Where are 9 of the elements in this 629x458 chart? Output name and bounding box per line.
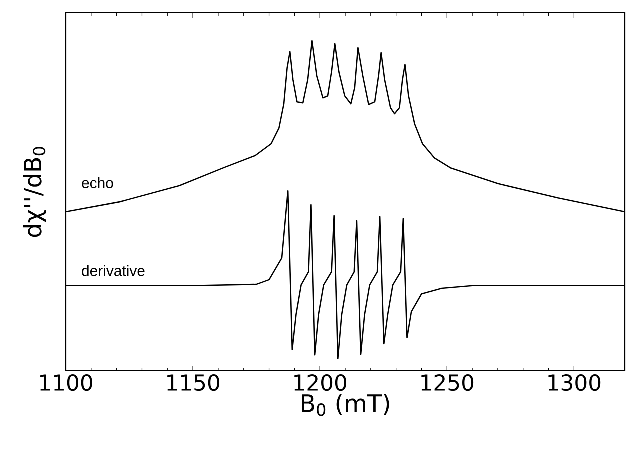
series-label: echo [82, 177, 114, 188]
x-axis-title: B$_{0}$ (mT) [302, 394, 390, 416]
x-tick-label: 1150 [168, 374, 220, 392]
x-tick-label: 1100 [40, 374, 92, 392]
y-axis-title: dχ''/dB$_{0}$ [23, 147, 46, 238]
series-label: derivative [82, 265, 145, 276]
x-tick-label: 1250 [422, 374, 474, 392]
x-tick-label: 1300 [548, 374, 601, 392]
x-tick-label: 1200 [294, 374, 347, 392]
